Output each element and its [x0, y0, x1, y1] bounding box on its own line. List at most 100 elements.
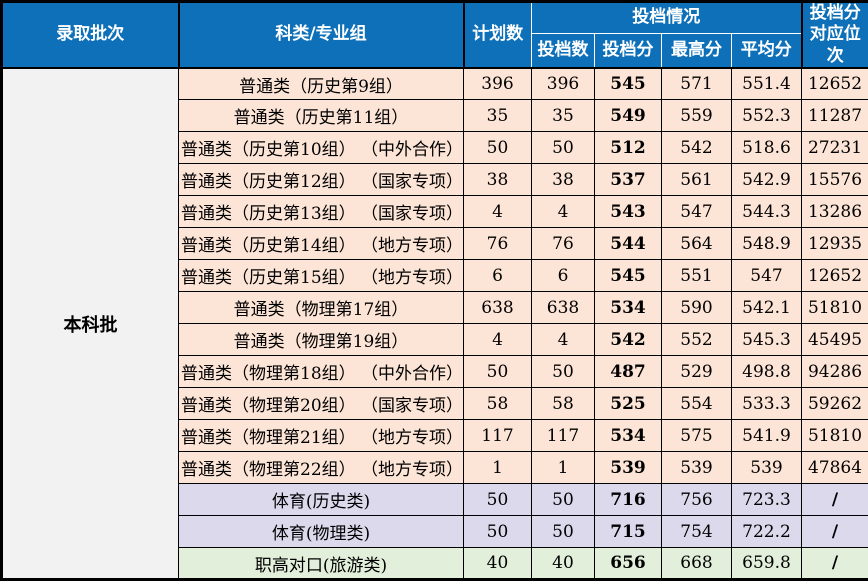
filed-count-cell: 6	[532, 260, 595, 292]
header-score-rank: 投档分 对应位次	[802, 2, 868, 68]
avg-score-cell: 541.9	[732, 420, 802, 452]
rank-cell: 59262	[802, 388, 868, 420]
plan-count-cell: 117	[464, 420, 532, 452]
avg-score-cell: 545.3	[732, 324, 802, 356]
category-cell: 普通类（历史第14组） （地方专项）	[179, 228, 464, 260]
avg-score-cell: 542.9	[732, 164, 802, 196]
header-filing-situation: 投档情况	[532, 2, 802, 34]
max-score-cell: 552	[662, 324, 732, 356]
max-score-cell: 564	[662, 228, 732, 260]
filed-count-cell: 1	[532, 452, 595, 484]
avg-score-cell: 723.3	[732, 484, 802, 516]
avg-score-cell: 722.2	[732, 516, 802, 548]
category-cell: 普通类（历史第13组） （国家专项）	[179, 196, 464, 228]
plan-count-cell: 396	[464, 68, 532, 100]
max-score-cell: 590	[662, 292, 732, 324]
category-cell: 普通类（物理第21组） （地方专项）	[179, 420, 464, 452]
max-score-cell: 554	[662, 388, 732, 420]
rank-cell: /	[802, 484, 868, 516]
header-batch: 录取批次	[2, 2, 179, 68]
max-score-cell: 571	[662, 68, 732, 100]
avg-score-cell: 547	[732, 260, 802, 292]
avg-score-cell: 551.4	[732, 68, 802, 100]
filed-count-cell: 50	[532, 132, 595, 164]
filed-score-cell: 545	[595, 68, 662, 100]
plan-count-cell: 50	[464, 516, 532, 548]
plan-count-cell: 638	[464, 292, 532, 324]
filed-count-cell: 50	[532, 356, 595, 388]
batch-cell: 本科批	[2, 68, 179, 580]
header-row-top: 录取批次 科类/专业组 计划数 投档情况 投档分 对应位次	[2, 2, 868, 34]
plan-count-cell: 1	[464, 452, 532, 484]
filed-score-cell: 542	[595, 324, 662, 356]
filed-count-cell: 38	[532, 164, 595, 196]
category-cell: 普通类（历史第15组） （地方专项）	[179, 260, 464, 292]
rank-cell: 12652	[802, 68, 868, 100]
rank-cell: 11287	[802, 100, 868, 132]
rank-cell: /	[802, 548, 868, 580]
max-score-cell: 754	[662, 516, 732, 548]
plan-count-cell: 38	[464, 164, 532, 196]
category-cell: 普通类（物理第18组） （中外合作）	[179, 356, 464, 388]
filed-score-cell: 543	[595, 196, 662, 228]
plan-count-cell: 6	[464, 260, 532, 292]
avg-score-cell: 544.3	[732, 196, 802, 228]
filed-score-cell: 539	[595, 452, 662, 484]
rank-cell: 15576	[802, 164, 868, 196]
filed-score-cell: 544	[595, 228, 662, 260]
plan-count-cell: 4	[464, 196, 532, 228]
filed-count-cell: 58	[532, 388, 595, 420]
plan-count-cell: 50	[464, 132, 532, 164]
max-score-cell: 529	[662, 356, 732, 388]
avg-score-cell: 518.6	[732, 132, 802, 164]
avg-score-cell: 542.1	[732, 292, 802, 324]
max-score-cell: 668	[662, 548, 732, 580]
filed-count-cell: 638	[532, 292, 595, 324]
rank-cell: /	[802, 516, 868, 548]
rank-cell: 12652	[802, 260, 868, 292]
plan-count-cell: 50	[464, 484, 532, 516]
max-score-cell: 756	[662, 484, 732, 516]
filed-count-cell: 4	[532, 196, 595, 228]
category-cell: 体育(历史类)	[179, 484, 464, 516]
category-cell: 普通类（历史第10组） （中外合作）	[179, 132, 464, 164]
filed-count-cell: 35	[532, 100, 595, 132]
filed-score-cell: 534	[595, 420, 662, 452]
filed-score-cell: 715	[595, 516, 662, 548]
filed-count-cell: 4	[532, 324, 595, 356]
filed-score-cell: 487	[595, 356, 662, 388]
plan-count-cell: 76	[464, 228, 532, 260]
header-max-score: 最高分	[662, 33, 732, 68]
category-cell: 职高对口(旅游类)	[179, 548, 464, 580]
avg-score-cell: 539	[732, 452, 802, 484]
plan-count-cell: 4	[464, 324, 532, 356]
filed-score-cell: 525	[595, 388, 662, 420]
filed-score-cell: 512	[595, 132, 662, 164]
filed-count-cell: 117	[532, 420, 595, 452]
avg-score-cell: 659.8	[732, 548, 802, 580]
max-score-cell: 551	[662, 260, 732, 292]
filed-count-cell: 76	[532, 228, 595, 260]
header-avg-score: 平均分	[732, 33, 802, 68]
max-score-cell: 547	[662, 196, 732, 228]
filed-score-cell: 656	[595, 548, 662, 580]
category-cell: 普通类（历史第9组）	[179, 68, 464, 100]
category-cell: 普通类（物理第20组） （国家专项）	[179, 388, 464, 420]
category-cell: 普通类（物理第22组） （地方专项）	[179, 452, 464, 484]
filed-score-cell: 549	[595, 100, 662, 132]
rank-cell: 12935	[802, 228, 868, 260]
plan-count-cell: 40	[464, 548, 532, 580]
filed-count-cell: 50	[532, 516, 595, 548]
filed-score-cell: 716	[595, 484, 662, 516]
rank-cell: 51810	[802, 292, 868, 324]
avg-score-cell: 552.3	[732, 100, 802, 132]
header-plan-count: 计划数	[464, 2, 532, 68]
avg-score-cell: 533.3	[732, 388, 802, 420]
max-score-cell: 575	[662, 420, 732, 452]
plan-count-cell: 58	[464, 388, 532, 420]
plan-count-cell: 50	[464, 356, 532, 388]
table-header: 录取批次 科类/专业组 计划数 投档情况 投档分 对应位次 投档数 投档分 最高…	[2, 2, 868, 68]
